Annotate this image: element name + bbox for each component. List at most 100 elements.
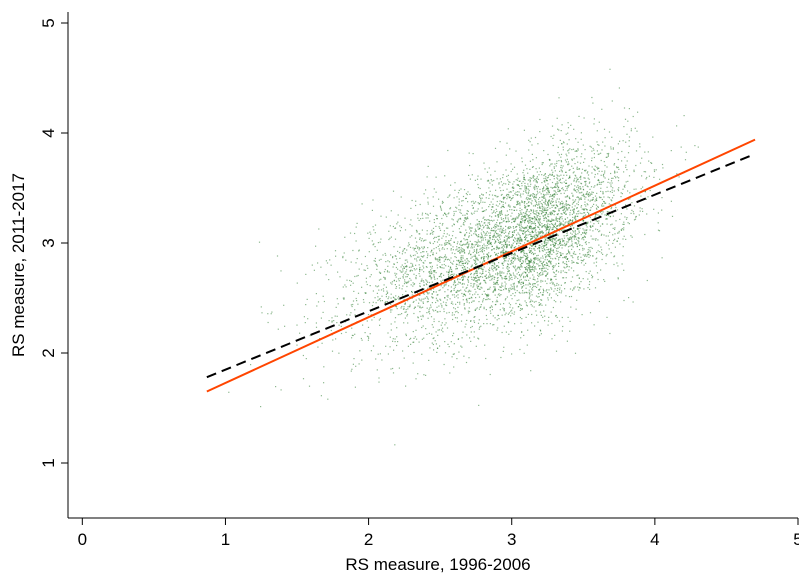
scatter-point bbox=[487, 227, 489, 229]
scatter-point bbox=[467, 210, 469, 212]
scatter-point bbox=[296, 344, 298, 346]
scatter-point bbox=[466, 319, 468, 321]
scatter-point bbox=[531, 166, 534, 168]
scatter-point bbox=[390, 210, 392, 212]
scatter-point bbox=[541, 163, 543, 166]
scatter-point bbox=[541, 294, 543, 296]
scatter-point bbox=[540, 246, 542, 248]
scatter-point bbox=[442, 201, 444, 204]
scatter-point bbox=[586, 209, 588, 211]
scatter-point bbox=[572, 199, 574, 201]
scatter-point bbox=[482, 239, 484, 241]
scatter-point bbox=[396, 261, 398, 264]
scatter-point bbox=[554, 224, 556, 226]
scatter-point bbox=[317, 301, 320, 303]
scatter-point bbox=[556, 193, 558, 195]
scatter-point bbox=[467, 241, 469, 243]
scatter-point bbox=[586, 255, 588, 258]
scatter-point bbox=[368, 237, 370, 239]
scatter-point bbox=[547, 188, 549, 190]
scatter-point bbox=[343, 252, 345, 254]
scatter-point bbox=[441, 306, 443, 308]
scatter-point bbox=[507, 228, 509, 230]
scatter-point bbox=[538, 224, 540, 226]
scatter-point bbox=[499, 272, 501, 274]
scatter-point bbox=[533, 261, 536, 263]
scatter-point bbox=[412, 362, 414, 364]
scatter-point bbox=[584, 181, 586, 183]
scatter-point bbox=[578, 168, 581, 170]
scatter-point bbox=[423, 337, 425, 339]
scatter-point bbox=[542, 261, 544, 263]
scatter-point bbox=[530, 261, 532, 263]
scatter-point bbox=[489, 263, 491, 265]
scatter-point bbox=[484, 281, 486, 283]
scatter-point bbox=[513, 239, 515, 241]
scatter-point bbox=[532, 289, 534, 291]
scatter-point bbox=[549, 293, 551, 295]
scatter-point bbox=[552, 200, 554, 203]
scatter-point bbox=[555, 184, 557, 186]
scatter-point bbox=[486, 227, 488, 229]
scatter-point bbox=[529, 180, 531, 182]
scatter-point bbox=[624, 118, 627, 120]
scatter-point bbox=[510, 310, 512, 312]
scatter-point bbox=[549, 250, 551, 252]
scatter-point bbox=[509, 206, 511, 208]
scatter-point bbox=[443, 260, 445, 262]
scatter-point bbox=[271, 311, 273, 313]
scatter-point bbox=[553, 178, 555, 180]
scatter-point bbox=[356, 275, 358, 277]
scatter-point bbox=[508, 302, 510, 304]
scatter-point bbox=[443, 363, 445, 366]
scatter-point bbox=[459, 243, 461, 245]
scatter-point bbox=[661, 163, 664, 166]
scatter-point bbox=[554, 285, 556, 287]
scatter-point bbox=[475, 308, 477, 310]
scatter-point bbox=[497, 252, 499, 254]
scatter-point bbox=[571, 239, 573, 241]
scatter-point bbox=[433, 291, 435, 293]
scatter-point bbox=[572, 194, 574, 196]
scatter-point bbox=[529, 265, 531, 268]
scatter-point bbox=[267, 321, 269, 324]
scatter-point bbox=[492, 220, 494, 222]
scatter-point bbox=[618, 87, 620, 89]
scatter-point bbox=[532, 209, 535, 211]
scatter-point bbox=[483, 210, 485, 212]
scatter-point bbox=[480, 197, 482, 199]
scatter-point bbox=[522, 218, 524, 220]
scatter-point bbox=[276, 255, 279, 257]
scatter-point bbox=[500, 251, 502, 253]
scatter-point bbox=[465, 197, 467, 199]
scatter-point bbox=[479, 283, 481, 285]
scatter-point bbox=[554, 223, 556, 225]
scatter-point bbox=[585, 205, 587, 207]
scatter-point bbox=[516, 240, 518, 242]
scatter-point bbox=[488, 227, 490, 229]
scatter-point bbox=[520, 274, 522, 277]
scatter-point bbox=[620, 229, 622, 231]
scatter-point bbox=[474, 288, 476, 290]
scatter-point bbox=[465, 229, 467, 231]
scatter-point bbox=[541, 199, 543, 201]
scatter-point bbox=[448, 269, 450, 271]
scatter-point bbox=[392, 190, 395, 192]
scatter-point bbox=[571, 165, 573, 167]
scatter-point bbox=[614, 246, 616, 248]
scatter-point bbox=[511, 231, 514, 233]
scatter-point bbox=[517, 191, 519, 193]
scatter-point bbox=[456, 310, 458, 312]
scatter-point bbox=[467, 312, 470, 314]
scatter-point bbox=[394, 317, 397, 319]
scatter-point bbox=[367, 314, 370, 316]
scatter-point bbox=[504, 259, 506, 261]
scatter-point bbox=[439, 310, 441, 313]
scatter-point bbox=[517, 238, 519, 240]
scatter-point bbox=[505, 298, 507, 300]
scatter-point bbox=[547, 249, 549, 251]
scatter-point bbox=[642, 186, 644, 188]
scatter-point bbox=[571, 233, 573, 235]
scatter-point bbox=[406, 269, 408, 271]
scatter-point bbox=[591, 277, 593, 279]
